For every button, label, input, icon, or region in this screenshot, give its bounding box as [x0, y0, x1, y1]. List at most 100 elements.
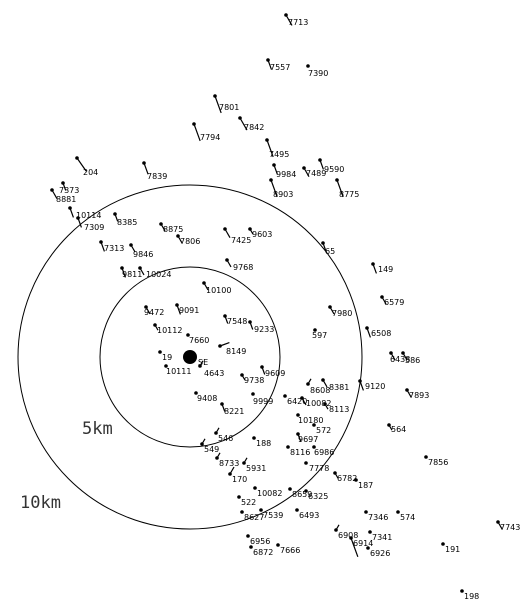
station-marker — [237, 495, 241, 499]
station-label: 8775 — [339, 190, 359, 199]
station-marker — [296, 432, 300, 436]
station-marker — [441, 542, 445, 546]
station-marker — [424, 455, 428, 459]
station-marker — [272, 163, 276, 167]
station-marker — [75, 156, 79, 160]
station-marker — [335, 178, 339, 182]
station-marker — [354, 478, 358, 482]
station-label: 7713 — [288, 18, 308, 27]
station-tick — [270, 179, 278, 198]
station-marker — [159, 222, 163, 226]
station-label: 7980 — [332, 309, 352, 318]
station-marker — [321, 241, 325, 245]
station-marker — [215, 456, 219, 460]
station-label: 9846 — [133, 250, 153, 259]
station-tick — [193, 123, 201, 142]
station-label: 9120 — [365, 382, 385, 391]
station-marker — [253, 486, 257, 490]
station-label: 6438 — [390, 355, 410, 364]
station-label: 198 — [464, 592, 479, 599]
ring-label-0: 5km — [82, 419, 113, 439]
station-label: 8381 — [329, 383, 349, 392]
station-label: 8608 — [310, 386, 330, 395]
station-label: 8659 — [292, 490, 312, 499]
ring-1 — [17, 184, 363, 530]
station-tick — [285, 14, 293, 26]
station-label: 6493 — [299, 511, 319, 520]
station-marker — [238, 116, 242, 120]
station-label: 8385 — [117, 218, 137, 227]
station-label: 9738 — [244, 376, 264, 385]
station-label: 191 — [445, 545, 460, 554]
station-marker — [153, 323, 157, 327]
station-marker — [175, 303, 179, 307]
station-label: 7495 — [269, 150, 289, 159]
station-marker — [334, 528, 338, 532]
station-label: 10112 — [157, 326, 182, 335]
station-label: 6956 — [250, 537, 270, 546]
rings-layer: 5km 10km — [17, 184, 363, 530]
station-marker — [99, 240, 103, 244]
station-marker — [76, 216, 80, 220]
station-marker — [265, 138, 269, 142]
station-marker — [358, 379, 362, 383]
station-label: 188 — [256, 439, 271, 448]
station-marker — [306, 382, 310, 386]
station-marker — [228, 472, 232, 476]
station-marker — [389, 351, 393, 355]
station-label: 6420 — [287, 397, 307, 406]
station-label: 6325 — [308, 492, 328, 501]
station-marker — [142, 161, 146, 165]
station-label: 10114 — [76, 211, 101, 220]
station-marker — [259, 508, 263, 512]
station-marker — [296, 413, 300, 417]
station-label: 8113 — [329, 405, 349, 414]
station-marker — [225, 258, 229, 262]
station-label: 8116 — [290, 448, 310, 457]
station-label: 8881 — [56, 195, 76, 204]
station-label: 9603 — [252, 230, 272, 239]
station-marker — [460, 589, 464, 593]
station-marker — [304, 461, 308, 465]
center-label: SE — [198, 358, 208, 367]
station-marker — [61, 181, 65, 185]
station-marker — [248, 320, 252, 324]
station-marker — [401, 351, 405, 355]
station-label: 7778 — [309, 464, 329, 473]
station-label: 7309 — [84, 223, 104, 232]
station-label: 7743 — [500, 523, 520, 532]
station-marker — [223, 314, 227, 318]
station-label: 4643 — [204, 369, 224, 378]
station-label: 10111 — [166, 367, 191, 376]
station-marker — [214, 431, 218, 435]
station-marker — [349, 536, 353, 540]
station-label: 7373 — [59, 186, 79, 195]
station-label: 187 — [358, 481, 373, 490]
station-marker — [120, 266, 124, 270]
station-marker — [306, 64, 310, 68]
station-marker — [144, 305, 148, 309]
station-label: 7893 — [409, 391, 429, 400]
station-marker — [138, 266, 142, 270]
station-marker — [249, 545, 253, 549]
station-label: 8903 — [273, 190, 293, 199]
station-label: 549 — [204, 445, 219, 454]
station-marker — [276, 543, 280, 547]
station-label: 7856 — [428, 458, 448, 467]
station-marker — [129, 243, 133, 247]
station-label: 9609 — [265, 369, 285, 378]
station-label: 8627 — [244, 513, 264, 522]
station-label: 9811 — [122, 270, 142, 279]
station-marker — [302, 166, 306, 170]
station-marker — [366, 546, 370, 550]
station-marker — [300, 396, 304, 400]
station-label: 7539 — [263, 511, 283, 520]
station-tick — [350, 537, 359, 557]
station-label: 597 — [312, 331, 327, 340]
station-label: 564 — [391, 425, 406, 434]
station-marker — [365, 326, 369, 330]
ticks-layer — [51, 14, 503, 557]
station-label: 7548 — [227, 317, 247, 326]
station-marker — [312, 423, 316, 427]
